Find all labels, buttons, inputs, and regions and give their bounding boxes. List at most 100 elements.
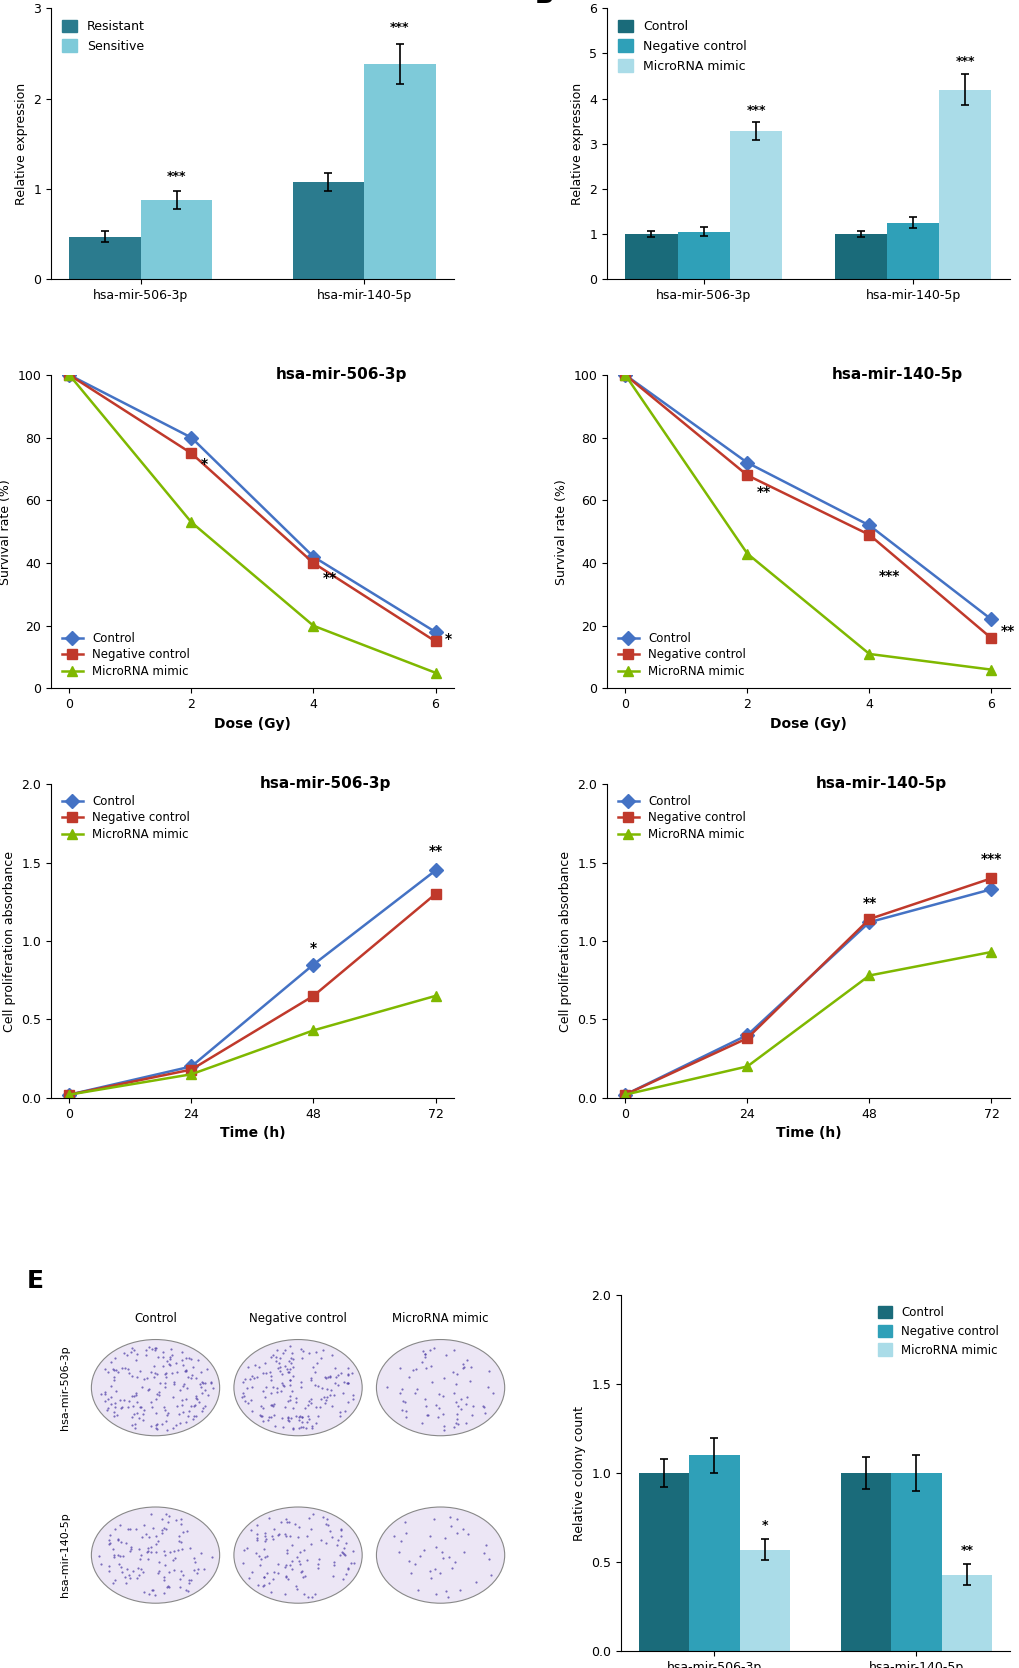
- Point: [133, 1374, 150, 1401]
- Point: [314, 1374, 330, 1401]
- Point: [344, 1386, 361, 1413]
- Point: [135, 1401, 151, 1428]
- Point: [276, 1521, 292, 1548]
- Point: [394, 1376, 411, 1403]
- Point: [238, 1374, 255, 1401]
- Point: [454, 1351, 471, 1378]
- Point: [161, 1346, 177, 1373]
- Point: [244, 1363, 260, 1389]
- Point: [128, 1565, 145, 1591]
- Point: [106, 1398, 122, 1424]
- Point: [266, 1401, 282, 1428]
- Point: [315, 1383, 331, 1409]
- Bar: [69, 237, 141, 279]
- Point: [310, 1403, 326, 1429]
- Point: [431, 1560, 447, 1586]
- Point: [253, 1403, 269, 1429]
- Point: [299, 1523, 315, 1550]
- Point: [173, 1346, 190, 1373]
- Text: *: *: [444, 632, 451, 646]
- Y-axis label: Relative colony count: Relative colony count: [573, 1406, 585, 1541]
- Point: [243, 1386, 259, 1413]
- Legend: Control, Negative control, MicroRNA mimic: Control, Negative control, MicroRNA mimi…: [612, 627, 750, 682]
- Control: [429, 622, 441, 642]
- Point: [287, 1388, 304, 1414]
- Point: [156, 1515, 172, 1541]
- Point: [300, 1403, 316, 1429]
- Point: [339, 1369, 356, 1396]
- Point: [161, 1538, 177, 1565]
- Bar: [625, 234, 677, 279]
- Point: [417, 1341, 433, 1368]
- Y-axis label: Relative expression: Relative expression: [14, 83, 28, 205]
- Point: [445, 1379, 462, 1406]
- Point: [434, 1383, 450, 1409]
- Point: [334, 1379, 351, 1406]
- Point: [264, 1565, 280, 1591]
- Control: [741, 1026, 753, 1046]
- Point: [121, 1561, 138, 1588]
- Bar: [840, 1473, 891, 1651]
- Point: [307, 1358, 323, 1384]
- Point: [263, 1391, 279, 1418]
- Point: [190, 1560, 206, 1586]
- Point: [256, 1536, 272, 1563]
- Point: [283, 1531, 300, 1558]
- Point: [307, 1371, 323, 1398]
- Point: [106, 1393, 122, 1419]
- Point: [187, 1391, 204, 1418]
- Point: [174, 1399, 191, 1426]
- Point: [154, 1353, 170, 1379]
- Point: [155, 1338, 171, 1364]
- Bar: [141, 200, 212, 279]
- Point: [163, 1341, 179, 1368]
- Point: [340, 1555, 357, 1581]
- Point: [254, 1408, 270, 1434]
- Point: [183, 1361, 200, 1388]
- Point: [339, 1369, 356, 1396]
- Point: [254, 1394, 270, 1421]
- Point: [189, 1384, 205, 1411]
- Point: [400, 1364, 417, 1391]
- Negative control: [862, 525, 874, 545]
- Point: [426, 1556, 442, 1583]
- Point: [452, 1396, 469, 1423]
- Negative control: [307, 554, 319, 574]
- Text: hsa-mir-140-5p: hsa-mir-140-5p: [60, 1513, 70, 1598]
- Point: [407, 1354, 423, 1381]
- Point: [192, 1371, 208, 1398]
- Control: [619, 365, 631, 385]
- Point: [253, 1393, 269, 1419]
- Point: [165, 1383, 181, 1409]
- Point: [119, 1556, 136, 1583]
- Point: [448, 1506, 465, 1533]
- Point: [158, 1403, 174, 1429]
- Point: [318, 1376, 334, 1403]
- Point: [148, 1540, 164, 1566]
- Point: [270, 1560, 286, 1586]
- Bar: [730, 132, 782, 279]
- Point: [247, 1351, 263, 1378]
- Point: [172, 1530, 189, 1556]
- Point: [435, 1545, 451, 1571]
- Control: [185, 427, 198, 447]
- Point: [93, 1551, 109, 1578]
- Point: [174, 1518, 191, 1545]
- Point: [248, 1540, 264, 1566]
- MicroRNA mimic: [185, 512, 198, 532]
- Point: [437, 1341, 453, 1368]
- Point: [436, 1525, 452, 1551]
- Point: [121, 1565, 138, 1591]
- Point: [160, 1510, 176, 1536]
- Point: [100, 1394, 116, 1421]
- Point: [138, 1343, 154, 1369]
- Point: [441, 1503, 458, 1530]
- Point: [158, 1364, 174, 1391]
- Point: [250, 1571, 266, 1598]
- Point: [173, 1388, 190, 1414]
- Point: [151, 1383, 167, 1409]
- Point: [276, 1338, 292, 1364]
- Point: [143, 1533, 159, 1560]
- Line: MicroRNA mimic: MicroRNA mimic: [64, 991, 440, 1099]
- Point: [323, 1523, 339, 1550]
